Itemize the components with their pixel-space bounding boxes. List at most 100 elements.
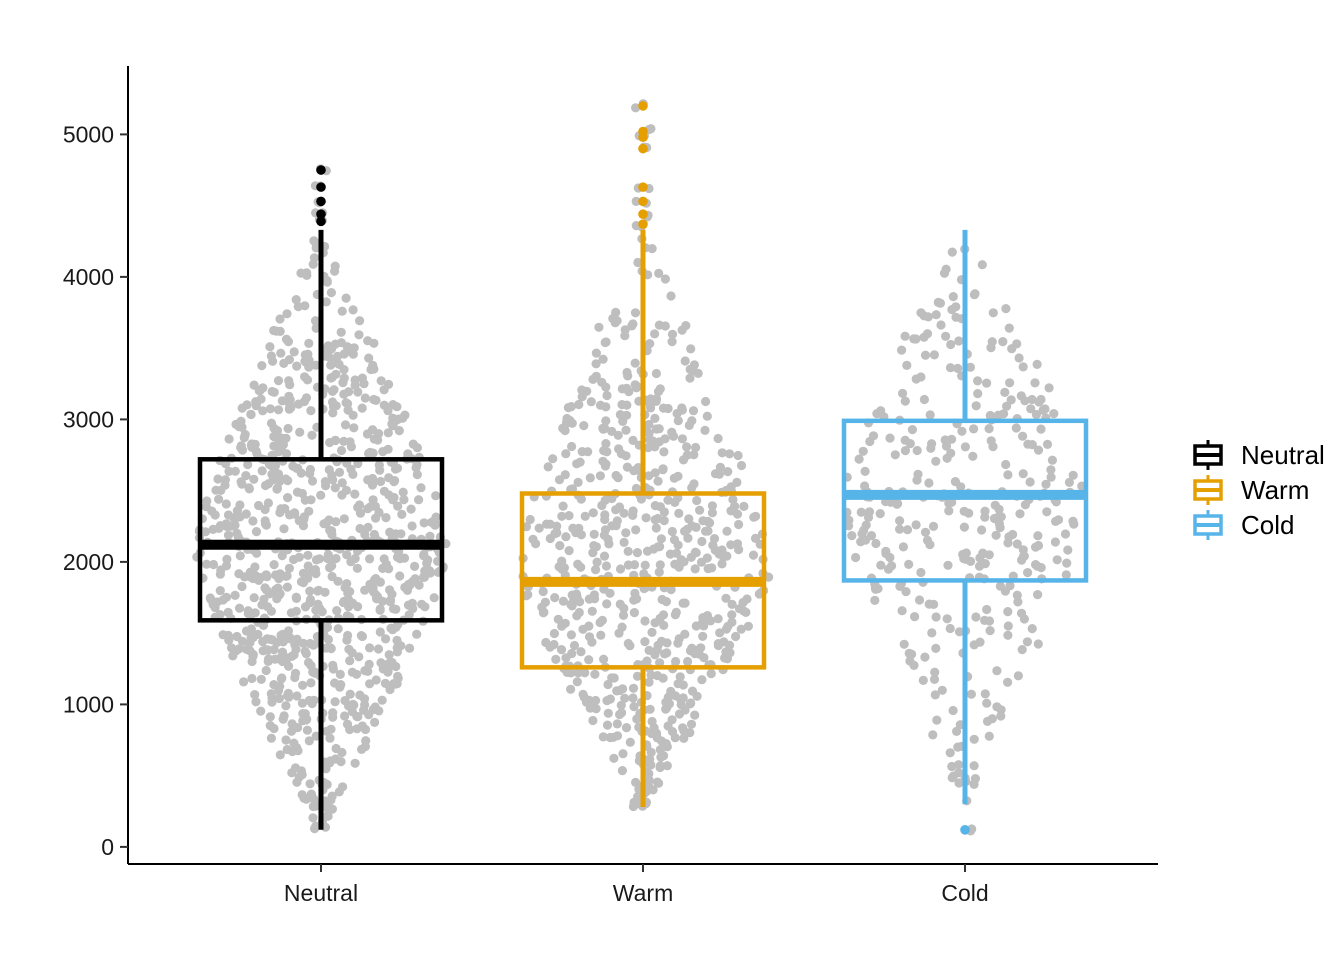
jitter-point	[687, 483, 697, 493]
jitter-point	[900, 396, 910, 406]
jitter-point	[914, 595, 925, 605]
jitter-point	[629, 702, 639, 712]
jitter-point	[397, 509, 407, 519]
jitter-point	[1005, 378, 1015, 388]
jitter-point	[986, 343, 996, 353]
jitter-point	[619, 603, 629, 614]
jitter-point	[952, 726, 962, 737]
jitter-point	[543, 462, 553, 472]
jitter-point	[969, 424, 979, 434]
jitter-point	[982, 378, 992, 388]
jitter-point	[651, 523, 661, 533]
jitter-point	[374, 507, 384, 518]
jitter-point	[865, 436, 875, 447]
jitter-point	[292, 743, 302, 753]
jitter-point	[381, 634, 391, 644]
outlier-point	[638, 219, 648, 229]
jitter-point	[636, 494, 647, 504]
jitter-point	[897, 345, 907, 355]
jitter-point	[684, 514, 694, 524]
jitter-point	[336, 338, 346, 348]
jitter-point	[1069, 519, 1079, 529]
jitter-point	[321, 481, 331, 491]
jitter-point	[276, 630, 286, 641]
jitter-point	[1012, 590, 1022, 600]
jitter-point	[1044, 383, 1054, 393]
jitter-point	[248, 516, 258, 526]
jitter-point	[558, 596, 569, 606]
jitter-point	[333, 576, 343, 586]
jitter-point	[660, 321, 670, 331]
y-tick-label: 1000	[63, 691, 114, 717]
jitter-point	[360, 585, 370, 595]
jitter-point	[257, 466, 267, 476]
jitter-point	[856, 507, 866, 517]
jitter-point	[667, 337, 677, 347]
jitter-point	[732, 477, 742, 487]
jitter-point	[368, 704, 378, 715]
jitter-point	[969, 640, 979, 650]
jitter-point	[714, 469, 725, 479]
legend-label: Neutral	[1241, 440, 1325, 470]
jitter-point	[708, 540, 718, 550]
jitter-point	[959, 522, 970, 532]
jitter-point	[628, 693, 638, 703]
jitter-point	[321, 643, 331, 653]
jitter-point	[678, 693, 688, 703]
jitter-point	[625, 737, 635, 747]
jitter-point	[682, 524, 692, 535]
jitter-point	[1031, 542, 1041, 552]
jitter-point	[618, 610, 629, 621]
jitter-point	[864, 507, 875, 517]
jitter-point	[1027, 394, 1037, 405]
jitter-point	[350, 553, 360, 564]
jitter-point	[588, 508, 598, 518]
jitter-point	[980, 506, 990, 516]
jitter-point	[621, 425, 631, 435]
jitter-point	[223, 510, 234, 520]
jitter-point	[395, 571, 405, 581]
jitter-point	[1041, 479, 1051, 489]
jitter-point	[615, 685, 625, 696]
jitter-point	[1003, 630, 1013, 640]
jitter-point	[701, 526, 711, 536]
jitter-point	[300, 495, 310, 505]
jitter-point	[420, 602, 430, 612]
jitter-point	[360, 393, 370, 403]
jitter-point	[556, 645, 567, 655]
jitter-point	[327, 386, 338, 396]
jitter-point	[221, 499, 231, 509]
jitter-point	[900, 331, 910, 341]
jitter-point	[311, 360, 321, 370]
jitter-point	[352, 563, 362, 573]
jitter-point	[1017, 645, 1027, 655]
jitter-point	[289, 347, 299, 357]
jitter-point	[702, 611, 713, 621]
jitter-point	[1003, 470, 1013, 480]
jitter-point	[348, 410, 358, 420]
jitter-point	[1049, 409, 1059, 419]
jitter-point	[307, 698, 317, 709]
jitter-point	[928, 730, 938, 740]
jitter-point	[714, 549, 724, 559]
jitter-point	[357, 631, 367, 642]
jitter-point	[284, 355, 294, 365]
jitter-point	[566, 684, 576, 694]
jitter-point	[305, 594, 316, 605]
jitter-point	[1064, 477, 1074, 487]
jitter-point	[578, 689, 588, 700]
jitter-point	[223, 530, 234, 540]
jitter-point	[331, 369, 341, 379]
jitter-point	[673, 471, 683, 481]
jitter-point	[948, 292, 958, 302]
jitter-point	[954, 778, 964, 788]
points-group-neutral	[192, 164, 451, 834]
jitter-point	[363, 504, 373, 514]
jitter-point	[412, 629, 422, 639]
jitter-point	[411, 463, 421, 473]
jitter-point	[311, 555, 322, 565]
jitter-point	[200, 527, 211, 537]
jitter-point	[929, 350, 940, 360]
jitter-point	[946, 448, 956, 458]
jitter-point	[561, 532, 571, 542]
